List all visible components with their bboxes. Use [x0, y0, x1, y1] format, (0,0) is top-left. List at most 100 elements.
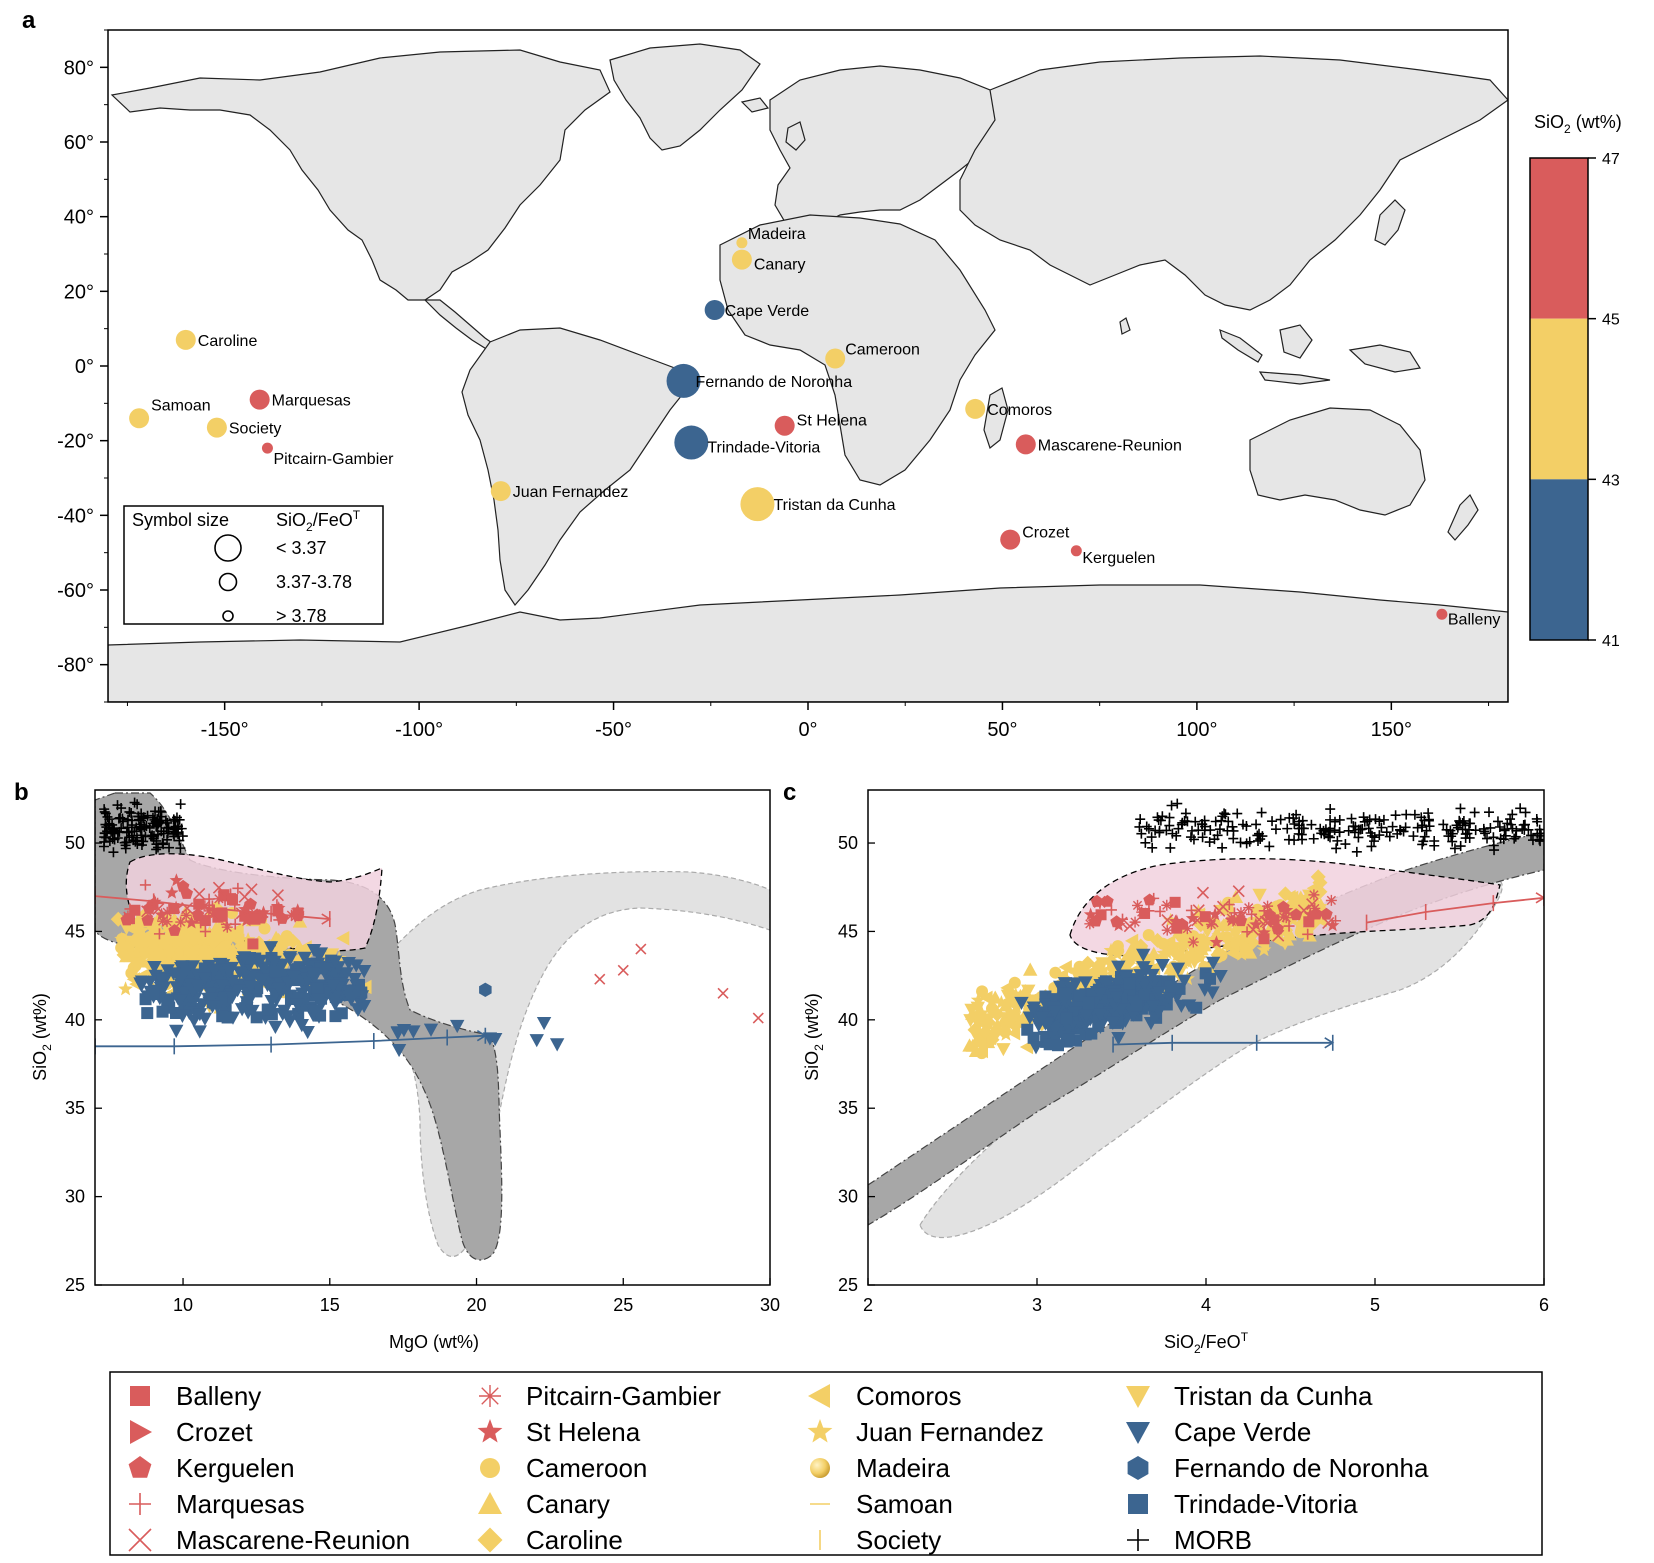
legend-symbol-canary: [478, 1492, 502, 1514]
map-ytick-label: 0°: [75, 356, 94, 378]
c-point-blue: [1093, 1020, 1108, 1034]
b-point-blue: [221, 964, 237, 979]
b-point-blue: [264, 994, 279, 1009]
b-point-mascarene-reunion: [594, 973, 606, 985]
c-point-morb: [1235, 837, 1246, 848]
b-point-yellow: [298, 940, 312, 955]
series-legend-items: Balleny Crozet Kerguelen Marquesas Mascarene…: [128, 1381, 1429, 1555]
c-point-morb: [1241, 821, 1252, 832]
c-point-yellow: [1112, 944, 1125, 957]
b-point-blue: [286, 970, 301, 984]
c-point-red: [1181, 923, 1193, 935]
legend-symbol-tristan-da-cunha: [1126, 1386, 1150, 1408]
c-point-morb: [1232, 808, 1243, 819]
legend-label-cameroon: Cameroon: [526, 1453, 647, 1483]
b-point-blue: [275, 958, 290, 972]
b-point-morb: [113, 813, 124, 824]
b-point-morb: [174, 835, 185, 846]
c-point-morb: [1374, 816, 1385, 827]
map-point-label-tristan-da-cunha: Tristan da Cunha: [773, 497, 895, 514]
colorbar-title: SiO2 (wt%): [1534, 112, 1622, 136]
c-point-morb: [1455, 803, 1466, 814]
c-point-red: [1154, 905, 1166, 917]
map-point-madeira: [736, 237, 748, 249]
b-point-yellow: [119, 949, 134, 963]
b-point-red: [154, 907, 169, 921]
b-point-yellow: [212, 922, 227, 938]
c-point-morb: [1469, 807, 1480, 818]
legend-label-kerguelen: Kerguelen: [176, 1453, 295, 1483]
c-point-morb: [1362, 816, 1373, 827]
c-point-red: [1111, 918, 1126, 932]
land-africa: [719, 214, 996, 486]
map-panel: -150° -100° -50° 0° 50° 100° 150° 80° 60° 40° 20° 0…: [57, 29, 1622, 741]
b-point-blue: [329, 1010, 342, 1023]
b-point-blue: [406, 1025, 421, 1039]
c-point-blue: [1213, 969, 1228, 984]
points-c: [962, 798, 1544, 1060]
b-point-morb: [151, 821, 162, 832]
legend-label-mascarene-reunion: Mascarene-Reunion: [176, 1525, 410, 1555]
b-point-blue: [216, 1010, 229, 1023]
b-point-blue: [207, 964, 222, 978]
c-point-morb: [1199, 815, 1210, 826]
b-point-morb: [104, 814, 115, 825]
b-point-blue: [487, 1032, 503, 1047]
legend-symbol-cameroon: [480, 1458, 500, 1478]
c-point-blue: [1093, 987, 1108, 1001]
c-point-morb: [1457, 824, 1468, 835]
b-point-morb: [164, 842, 175, 853]
c-point-yellow: [1088, 970, 1103, 984]
b-point-yellow: [120, 936, 136, 951]
b-point-blue: [141, 1007, 154, 1020]
c-point-morb: [1387, 821, 1398, 832]
size-legend-entries: < 3.37 3.37-3.78 > 3.78: [214, 534, 352, 626]
b-point-red: [256, 905, 271, 919]
size-legend-box: [123, 505, 384, 625]
c-point-yellow: [1277, 937, 1293, 951]
map-point-label-society: Society: [229, 421, 281, 438]
c-point-yellow: [1007, 1020, 1023, 1035]
c-point-red: [1083, 907, 1098, 921]
c-point-morb: [1283, 834, 1294, 845]
c-point-blue: [1111, 1032, 1126, 1046]
land-australia: [1249, 407, 1426, 516]
c-point-red: [1306, 898, 1319, 911]
map-point-label-balleny: Balleny: [1448, 611, 1500, 628]
c-trend-blue: [1112, 1041, 1333, 1046]
c-point-morb: [1452, 822, 1463, 833]
c-point-yellow: [989, 1017, 1005, 1032]
c-point-red: [1320, 907, 1333, 920]
c-point-blue: [1028, 1041, 1044, 1055]
b-point-blue: [253, 954, 268, 968]
b-point-red: [161, 916, 173, 928]
c-point-morb: [1349, 827, 1360, 838]
map-point-trindade-vitoria: [674, 425, 709, 460]
panel-label-c: c: [783, 779, 796, 806]
map-ytick-label: 40°: [64, 207, 94, 229]
c-point-morb: [1332, 835, 1343, 846]
ylabel-b: SiO2 (wt%): [30, 993, 54, 1081]
axes-b: 10 15 20 25 30 25 30 35 40 45 50: [65, 833, 780, 1315]
c-point-yellow: [1252, 888, 1267, 902]
c-point-morb: [1251, 819, 1262, 830]
c-point-morb: [1489, 845, 1500, 856]
c-point-red: [1225, 912, 1237, 924]
b-point-red: [199, 915, 211, 927]
b-point-blue: [341, 956, 356, 971]
c-point-yellow: [1090, 958, 1106, 974]
b-point-blue: [423, 1023, 439, 1037]
c-point-blue: [1136, 948, 1151, 962]
c-point-yellow: [1292, 916, 1308, 931]
map-ytick-label: -20°: [57, 431, 94, 453]
c-point-morb: [1363, 823, 1374, 834]
c-point-morb: [1319, 829, 1330, 840]
b-point-yellow: [280, 930, 293, 943]
c-point-red: [1325, 918, 1340, 932]
b-point-blue: [311, 949, 326, 963]
c-point-morb: [1449, 843, 1460, 854]
c-point-yellow: [973, 1037, 987, 1053]
b-ytick-label: 25: [65, 1275, 85, 1295]
b-point-blue: [214, 979, 230, 993]
c-point-blue: [1034, 1011, 1050, 1025]
